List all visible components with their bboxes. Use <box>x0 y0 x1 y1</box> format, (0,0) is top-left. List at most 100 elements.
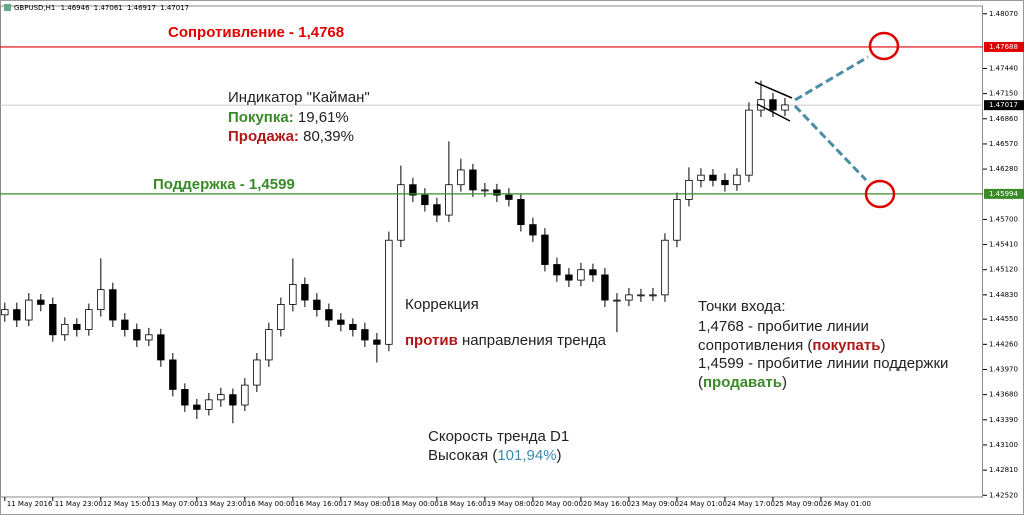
y-tick-label: 1.46570 <box>989 140 1018 148</box>
candle-body <box>181 389 189 406</box>
candle-body <box>433 204 441 216</box>
correction-word: против <box>405 332 458 349</box>
candle-body <box>493 189 501 196</box>
entry-text: ) <box>782 374 787 391</box>
candle-body <box>685 179 693 200</box>
x-tick-label: 24 May 17:00 <box>727 500 775 508</box>
candle-body <box>601 274 609 301</box>
speed-text: Высокая ( <box>428 447 497 464</box>
candle-body <box>565 274 573 281</box>
candle-body <box>769 99 777 111</box>
target-circle <box>864 179 896 209</box>
y-tick-label: 1.44260 <box>989 340 1018 348</box>
y-tick-label: 1.44550 <box>989 315 1018 323</box>
speed-value-line: Высокая (101,94%) <box>428 447 562 464</box>
candle-body <box>505 194 513 200</box>
candle-body <box>697 174 705 181</box>
current-price-box <box>984 100 1024 111</box>
candle-body <box>145 334 153 341</box>
y-tick-label: 1.43680 <box>989 391 1018 399</box>
x-tick-label: 18 May 16:00 <box>439 500 487 508</box>
x-tick-label: 20 May 00:00 <box>535 500 583 508</box>
x-tick-label: 16 May 00:00 <box>247 500 295 508</box>
entry-title: Точки входа: <box>698 298 786 315</box>
y-tick-label: 1.45120 <box>989 266 1018 274</box>
candle-body <box>745 109 753 176</box>
entry-text: ) <box>880 337 885 354</box>
level-name: Поддержка - 1,4599 <box>153 176 295 193</box>
candle-body <box>73 323 81 330</box>
entry-buy: покупать <box>812 337 880 354</box>
entry-line4: (продавать) <box>698 374 787 391</box>
candle-body <box>421 194 429 206</box>
candle-body <box>109 289 117 321</box>
target-circle <box>868 31 900 61</box>
candle-body <box>481 189 489 192</box>
candle-body <box>241 384 249 406</box>
candle-body <box>721 179 729 186</box>
x-tick-label: 11 May 2016 <box>7 500 53 508</box>
y-tick-label: 1.42520 <box>989 491 1018 499</box>
candle-body <box>133 329 141 341</box>
x-tick-label: 26 May 01:00 <box>823 500 871 508</box>
x-tick-label: 25 May 09:00 <box>775 500 823 508</box>
entry-text: ( <box>698 374 703 391</box>
y-tick-label: 1.43100 <box>989 441 1018 449</box>
level-name: Сопротивление - 1,4768 <box>168 24 344 41</box>
indicator-buy: Покупка: 19,61% <box>228 109 349 126</box>
pattern-line <box>756 103 791 122</box>
candle-body <box>637 294 645 297</box>
candle-body <box>229 394 237 406</box>
candle-body <box>457 169 465 186</box>
candle-body <box>613 299 621 302</box>
pattern-line <box>754 81 793 99</box>
candle-body <box>673 199 681 241</box>
indicator-title: Индикатор "Кайман" <box>228 89 370 106</box>
indicator-sell: Продажа: 80,39% <box>228 128 354 145</box>
speed-text: ) <box>557 447 562 464</box>
y-tick-label: 1.46280 <box>989 165 1018 173</box>
sell-value: 80,39% <box>303 128 354 145</box>
x-tick-label: 18 May 00:00 <box>391 500 439 508</box>
y-tick-label: 1.43390 <box>989 416 1018 424</box>
plot-area <box>0 5 983 498</box>
y-tick-label: 1.45700 <box>989 215 1018 223</box>
speed-value: 101,94% <box>497 447 556 464</box>
y-tick-label: 1.43970 <box>989 365 1018 373</box>
entry-text: сопротивления ( <box>698 337 812 354</box>
x-tick-label: 11 May 23:00 <box>55 500 103 508</box>
candle-body <box>277 304 285 330</box>
candle-body <box>385 239 393 345</box>
header-close: 1.47017 <box>160 4 189 12</box>
candle-body <box>253 359 261 386</box>
speed-title: Скорость тренда D1 <box>428 428 569 445</box>
x-tick-label: 16 May 16:00 <box>295 500 343 508</box>
candle-body <box>37 299 45 305</box>
candle-body <box>289 284 297 305</box>
candle-body <box>373 339 381 345</box>
candle-body <box>781 104 789 111</box>
candle-body <box>13 309 21 321</box>
entry-line1: 1,4768 - пробитие линии <box>698 318 869 335</box>
candle-body <box>649 294 657 297</box>
candle-body <box>301 284 309 301</box>
level-price-box <box>984 41 1024 52</box>
correction-rest: направления тренда <box>462 332 607 349</box>
sell-label: Продажа: <box>228 128 299 145</box>
candle-body <box>625 294 633 301</box>
x-tick-label: 12 May 15:00 <box>103 500 151 508</box>
arrow-up <box>794 55 869 102</box>
y-tick-label: 1.44830 <box>989 291 1018 299</box>
candle-body <box>709 174 717 181</box>
header-low: 1.46917 <box>127 4 156 12</box>
candle-body <box>205 399 213 410</box>
level-price-box <box>984 188 1024 199</box>
candle-body <box>1 309 9 316</box>
candle-body <box>337 319 345 325</box>
x-tick-label: 13 May 07:00 <box>151 500 199 508</box>
candle-body <box>661 239 669 296</box>
candle-body <box>553 264 561 276</box>
candle-body <box>361 329 369 341</box>
